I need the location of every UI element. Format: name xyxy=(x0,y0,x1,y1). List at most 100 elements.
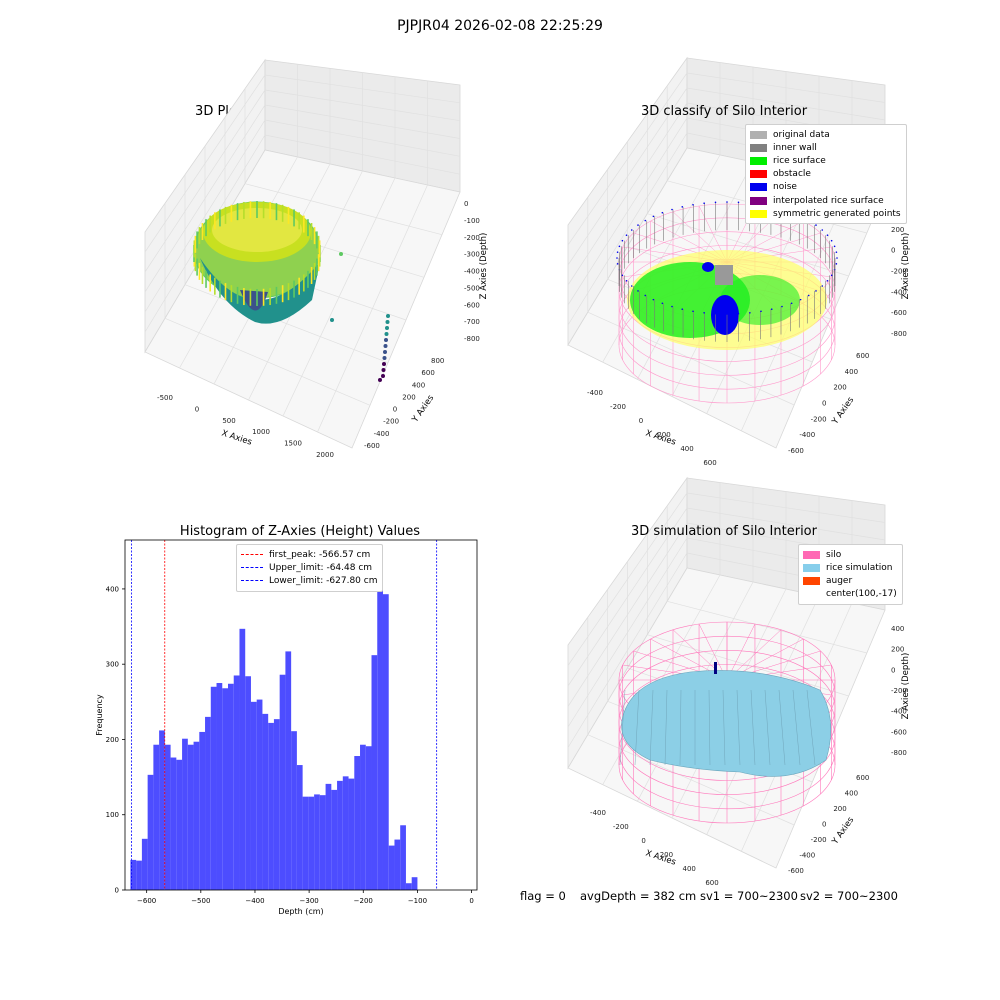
sv1-text: sv1 = 700~2300 xyxy=(700,889,798,903)
y-tick-label: -600 xyxy=(788,447,804,455)
histogram-bar xyxy=(210,686,217,890)
z-tick-label: -800 xyxy=(464,335,480,343)
inner-wall-points xyxy=(715,265,733,285)
silo-wireframe xyxy=(618,664,836,781)
noise-points xyxy=(681,206,684,208)
z-tick-label: 400 xyxy=(891,625,904,633)
flag-text: flag = 0 xyxy=(520,889,566,903)
x-tick-label: 200 xyxy=(657,431,670,439)
x-tick-label: 0 xyxy=(469,897,473,905)
auger xyxy=(714,662,717,674)
y-tick-label: 200 xyxy=(106,736,119,744)
noise-points xyxy=(835,263,838,265)
z-tick-label: -800 xyxy=(891,749,907,757)
y-tick-label: 400 xyxy=(845,368,858,376)
legend-swatch xyxy=(803,590,820,598)
x-axis-label: Depth (cm) xyxy=(278,907,323,916)
classify-3d-plot: -400 -200 0 200 400 600 -600 -400 -200 0 200 400 600… xyxy=(567,56,911,467)
y-tick-label: 400 xyxy=(412,381,425,389)
x-tick-label: −200 xyxy=(354,897,373,905)
histogram-bar xyxy=(291,731,297,890)
raw-surface-highlight xyxy=(212,208,302,252)
histogram-bar xyxy=(268,722,274,890)
legend-swatch xyxy=(803,550,820,559)
histogram-bar xyxy=(365,746,372,890)
noise-points xyxy=(821,229,824,231)
histogram-bar xyxy=(216,683,223,890)
simulation-legend: silo rice simulation auger center(100,-17) xyxy=(798,544,903,605)
noise-points xyxy=(726,201,728,203)
noise-points xyxy=(644,219,647,222)
noise-points xyxy=(737,201,740,204)
legend-swatch xyxy=(803,563,820,572)
rice-surface-points xyxy=(720,275,800,325)
noise-points xyxy=(644,294,647,297)
rice-mesh-line xyxy=(722,689,726,766)
legend-swatch xyxy=(241,580,263,582)
noise-points xyxy=(661,211,664,214)
legend-label: Upper_limit: -64.48 cm xyxy=(269,562,373,573)
y-tick-label: -400 xyxy=(374,430,390,438)
noise-points xyxy=(703,311,705,314)
histogram-bar xyxy=(256,699,263,890)
noise-points xyxy=(621,274,624,277)
legend-label: first_peak: -566.57 cm xyxy=(269,549,371,560)
legend-entry: obstacle xyxy=(750,168,901,181)
histogram-bar xyxy=(153,744,160,890)
x-tick-label: 200 xyxy=(660,851,673,859)
rice-mesh-line xyxy=(649,689,654,766)
x-tick-label: 400 xyxy=(683,865,696,873)
z-tick-label: -700 xyxy=(464,318,480,326)
histogram-bar xyxy=(273,719,280,890)
z-tick-label: -100 xyxy=(464,217,480,225)
noise-points xyxy=(826,234,829,237)
histogram-bar xyxy=(314,794,320,890)
y-tick-label: 600 xyxy=(856,352,869,360)
histogram-title: Histogram of Z-Axies (Height) Values xyxy=(179,524,421,539)
x-tick-label: −100 xyxy=(408,897,427,905)
legend-swatch xyxy=(241,567,263,569)
legend-entry: interpolated rice surface xyxy=(750,194,901,207)
depth-histogram: −600 −500 −400 −300 −200 −100 0 0 100 200 300 400 De… xyxy=(95,539,478,916)
x-tick-label: 0 xyxy=(639,417,643,425)
raw-column-point xyxy=(386,314,390,318)
legend-entry: first_peak: -566.57 cm xyxy=(241,548,377,561)
z-tick-label: 0 xyxy=(891,666,895,674)
noise-points xyxy=(781,305,783,308)
y-tick-label: 400 xyxy=(106,585,119,593)
histogram-bar xyxy=(182,738,188,890)
noise-points xyxy=(616,263,619,265)
noise-points xyxy=(616,251,619,253)
simulation-plot-title: 3D simulation of Silo Interior xyxy=(631,524,817,539)
raw-outlier xyxy=(378,378,382,382)
y-tick-label: 100 xyxy=(106,811,119,819)
z-tick-label: -600 xyxy=(464,301,480,309)
raw-outlier xyxy=(330,318,334,322)
histogram-bar xyxy=(371,655,378,890)
histogram-bar xyxy=(337,780,343,890)
noise-points xyxy=(714,201,717,204)
y-tick-label: -400 xyxy=(799,431,815,439)
histogram-bar xyxy=(176,759,183,890)
histogram-bar xyxy=(228,683,234,890)
avg-depth-text: avgDepth = 382 cm xyxy=(580,889,697,903)
x-tick-label: 0 xyxy=(195,405,199,413)
noise-points xyxy=(826,279,829,282)
noise-points xyxy=(833,245,836,248)
z-tick-label: -300 xyxy=(464,251,480,259)
histogram-bar xyxy=(233,675,240,890)
legend-swatch xyxy=(750,143,767,152)
legend-label: auger xyxy=(826,575,853,586)
z-tick-label: 200 xyxy=(891,646,904,654)
legend-swatch xyxy=(750,183,767,192)
histogram-bar xyxy=(285,651,292,890)
noise-points xyxy=(799,298,802,301)
histogram-bar xyxy=(136,860,142,890)
histogram-bar xyxy=(164,744,171,890)
x-tick-label: 600 xyxy=(703,459,716,467)
y-tick-label: 0 xyxy=(393,406,397,414)
noise-points xyxy=(807,294,810,297)
noise-points xyxy=(692,203,694,206)
y-tick-label: 600 xyxy=(856,774,869,782)
